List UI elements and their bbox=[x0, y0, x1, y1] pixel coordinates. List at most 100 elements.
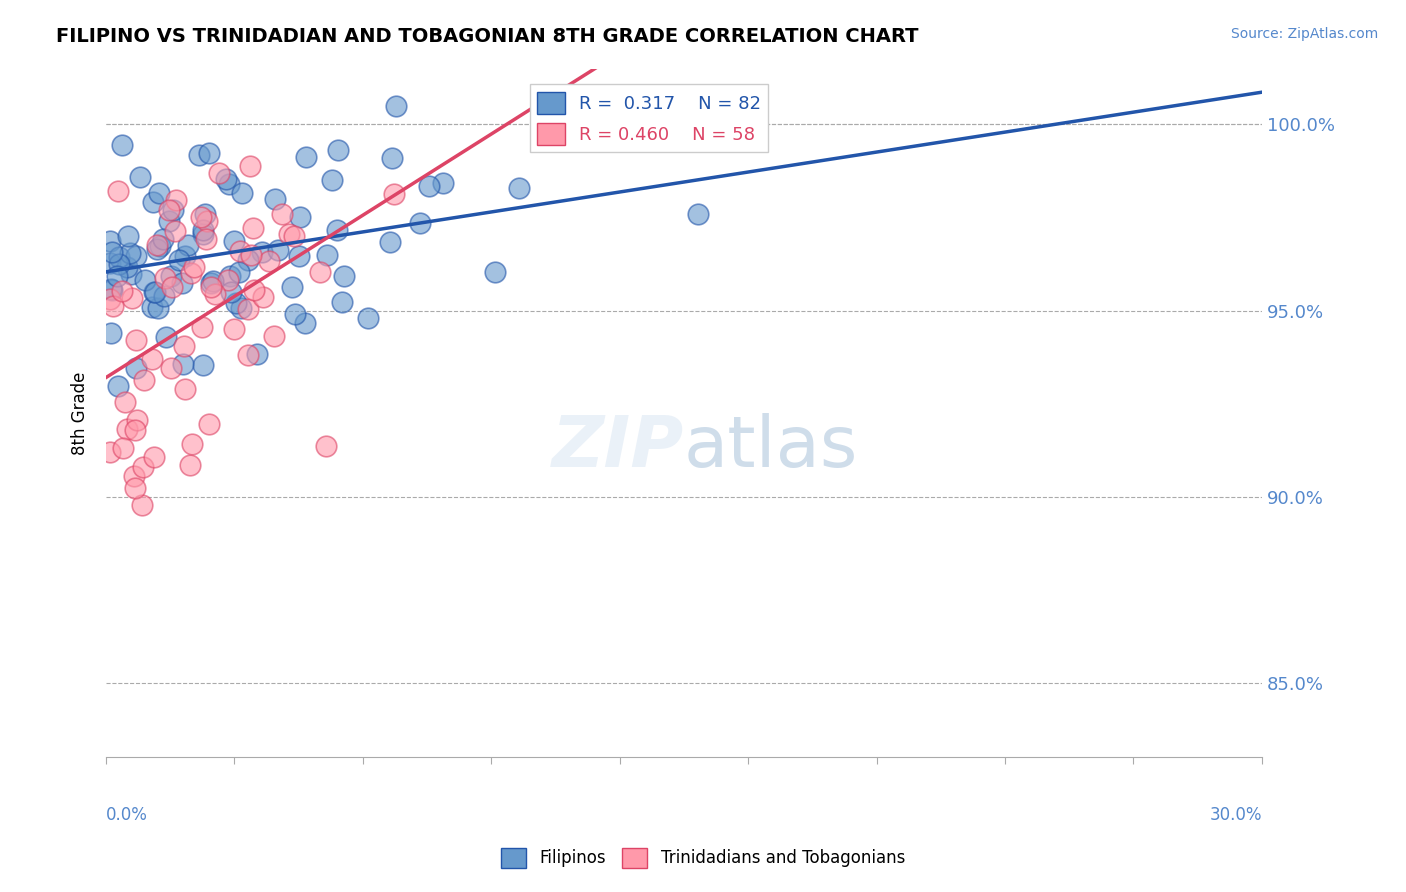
Point bbox=[107, 185, 129, 199]
Point bbox=[146, 301, 169, 315]
Point bbox=[98, 234, 121, 248]
Point bbox=[163, 223, 186, 237]
Point bbox=[688, 207, 710, 221]
Point bbox=[107, 378, 129, 392]
Point bbox=[160, 269, 183, 284]
Point bbox=[357, 311, 380, 326]
Point bbox=[325, 223, 347, 237]
Point bbox=[240, 248, 263, 262]
Y-axis label: 8th Grade: 8th Grade bbox=[72, 371, 89, 455]
Point bbox=[173, 339, 195, 353]
Point bbox=[204, 287, 226, 301]
Point bbox=[180, 266, 202, 280]
Point bbox=[242, 221, 264, 235]
Point bbox=[111, 137, 134, 152]
Point bbox=[157, 214, 180, 228]
Point bbox=[243, 283, 266, 297]
Point bbox=[264, 192, 287, 206]
Point bbox=[155, 330, 177, 344]
Point bbox=[167, 253, 190, 268]
Point bbox=[142, 194, 165, 209]
Point bbox=[294, 316, 316, 330]
Point bbox=[134, 273, 156, 287]
Point bbox=[277, 227, 299, 242]
Point bbox=[252, 291, 274, 305]
Point bbox=[125, 413, 148, 427]
Point bbox=[309, 265, 332, 279]
Point bbox=[330, 294, 353, 309]
Point bbox=[188, 147, 211, 161]
Text: 0.0%: 0.0% bbox=[105, 805, 148, 823]
Point bbox=[267, 244, 290, 258]
Point bbox=[181, 436, 204, 450]
Point bbox=[200, 277, 222, 291]
Point bbox=[120, 267, 142, 281]
Point bbox=[124, 423, 146, 437]
Point bbox=[162, 280, 184, 294]
Point bbox=[378, 235, 401, 249]
Point bbox=[107, 250, 129, 264]
Point bbox=[208, 165, 231, 179]
Point bbox=[326, 143, 349, 157]
Point bbox=[149, 239, 172, 253]
Point bbox=[225, 296, 247, 310]
Point bbox=[172, 357, 194, 371]
Point bbox=[217, 272, 239, 286]
Point bbox=[236, 301, 259, 316]
Point bbox=[120, 245, 142, 260]
Point bbox=[222, 235, 245, 249]
Point bbox=[418, 178, 440, 193]
Point bbox=[229, 244, 252, 258]
Point bbox=[155, 271, 177, 285]
Point bbox=[191, 223, 214, 237]
Point bbox=[129, 169, 152, 184]
Point bbox=[215, 171, 238, 186]
Text: FILIPINO VS TRINIDADIAN AND TOBAGONIAN 8TH GRADE CORRELATION CHART: FILIPINO VS TRINIDADIAN AND TOBAGONIAN 8… bbox=[56, 27, 918, 45]
Text: 30.0%: 30.0% bbox=[1209, 805, 1263, 823]
Point bbox=[165, 193, 187, 207]
Point bbox=[146, 242, 169, 256]
Point bbox=[170, 277, 193, 291]
Point bbox=[143, 285, 166, 299]
Point bbox=[111, 442, 134, 456]
Point bbox=[283, 228, 305, 243]
Point bbox=[174, 382, 197, 396]
Point bbox=[239, 160, 262, 174]
Point bbox=[145, 238, 167, 252]
Point bbox=[432, 176, 454, 190]
Point bbox=[121, 291, 143, 305]
Point bbox=[250, 245, 273, 260]
Point bbox=[117, 228, 139, 243]
Point bbox=[114, 395, 136, 409]
Point bbox=[281, 280, 304, 294]
Point bbox=[290, 211, 312, 225]
Point bbox=[195, 232, 218, 246]
Point bbox=[152, 231, 174, 245]
Point bbox=[228, 265, 250, 279]
Point bbox=[190, 210, 212, 224]
Point bbox=[108, 257, 131, 271]
Point bbox=[160, 360, 183, 375]
Point bbox=[222, 322, 245, 336]
Point bbox=[508, 180, 530, 194]
Point bbox=[157, 202, 180, 217]
Point bbox=[132, 459, 155, 474]
Point bbox=[231, 301, 253, 316]
Point bbox=[201, 274, 224, 288]
Point bbox=[143, 285, 166, 300]
Point bbox=[287, 249, 309, 263]
Point bbox=[122, 469, 145, 483]
Point bbox=[200, 280, 222, 294]
Legend: R =  0.317    N = 82, R = 0.460    N = 58: R = 0.317 N = 82, R = 0.460 N = 58 bbox=[530, 85, 768, 152]
Point bbox=[333, 268, 356, 283]
Point bbox=[218, 177, 240, 191]
Text: Source: ZipAtlas.com: Source: ZipAtlas.com bbox=[1230, 27, 1378, 41]
Point bbox=[194, 207, 217, 221]
Point bbox=[100, 282, 122, 296]
Point bbox=[98, 255, 121, 269]
Text: ZIP: ZIP bbox=[551, 413, 683, 482]
Point bbox=[409, 216, 432, 230]
Point bbox=[321, 173, 343, 187]
Point bbox=[125, 248, 148, 262]
Point bbox=[315, 438, 337, 452]
